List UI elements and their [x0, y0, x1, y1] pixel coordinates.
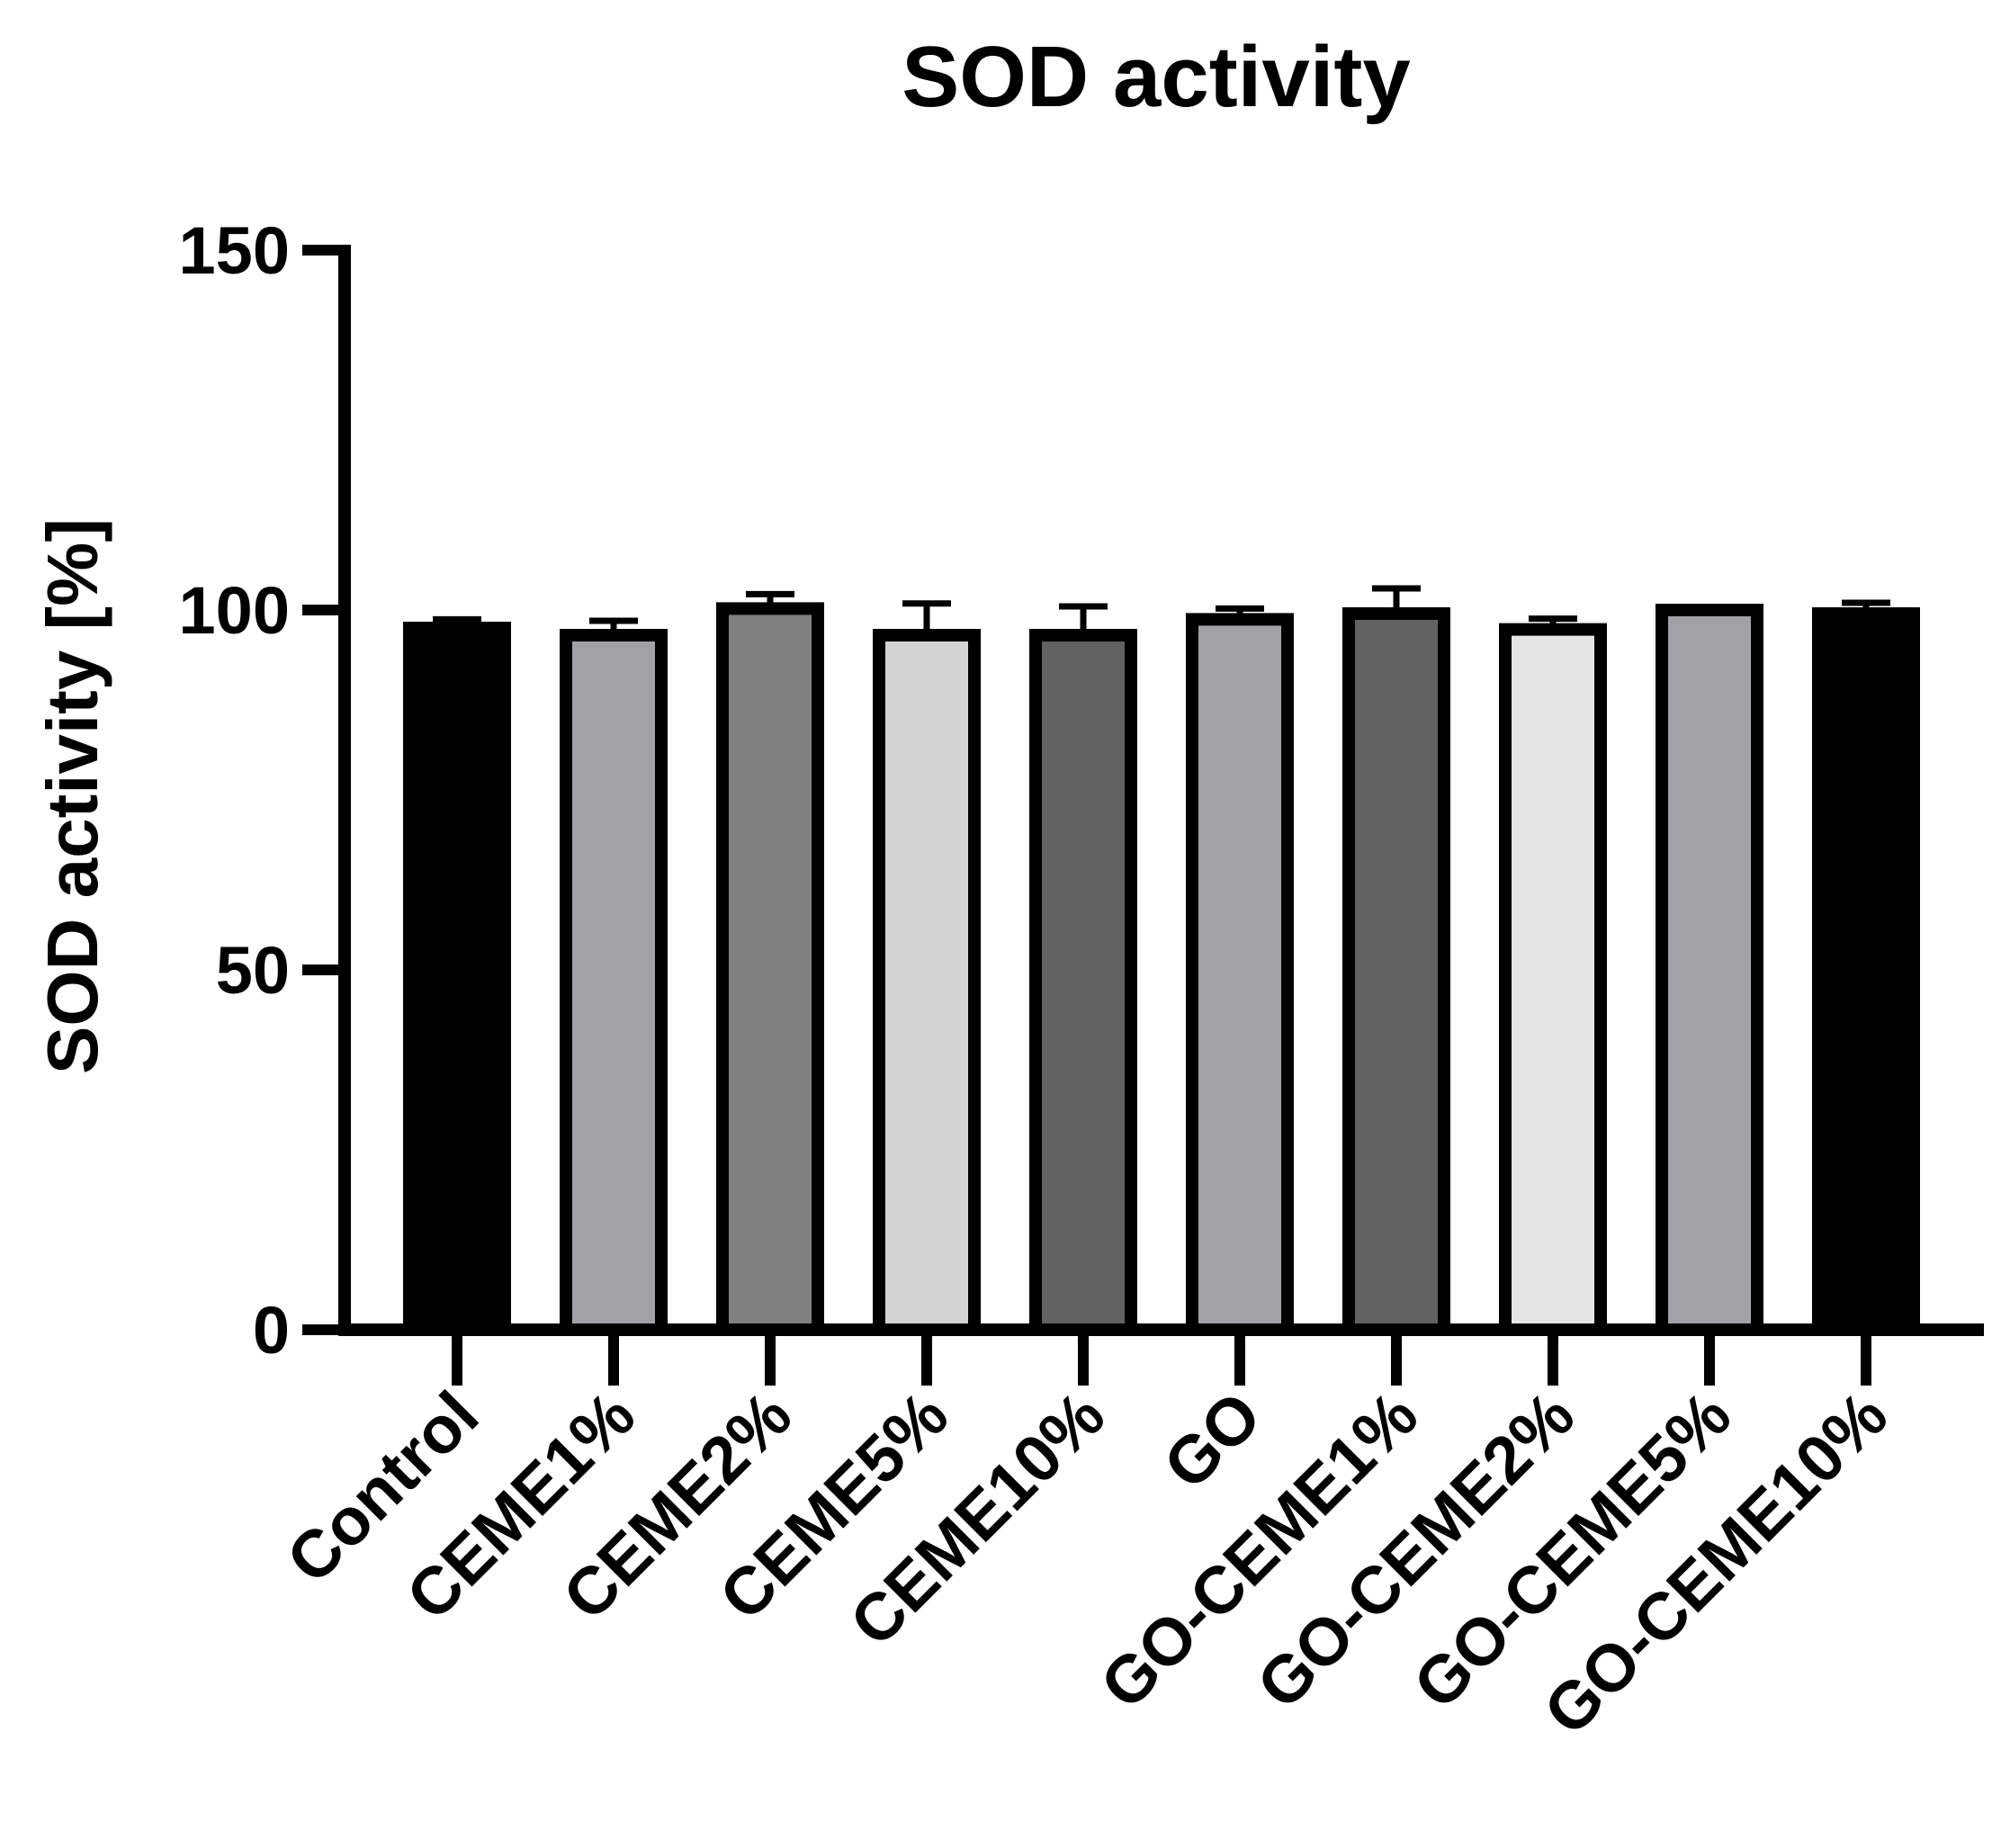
y-tick-label: 0 — [253, 1293, 290, 1368]
bar — [1812, 607, 1920, 1336]
bar — [1029, 629, 1137, 1336]
y-axis-ticks: 0 50 100 150 — [179, 213, 345, 1368]
y-tick-label: 50 — [216, 933, 290, 1008]
bar — [1342, 607, 1450, 1336]
y-axis-label: SOD activity [%] — [32, 518, 112, 1074]
y-tick-label: 100 — [179, 573, 290, 648]
bar — [560, 629, 668, 1336]
y-tick-label: 150 — [179, 213, 290, 288]
bar — [873, 629, 981, 1336]
x-axis-ticks — [452, 1330, 1871, 1386]
x-tick-label: GO — [1149, 1377, 1275, 1503]
bar — [1499, 623, 1607, 1336]
error-bars-group — [433, 585, 1890, 635]
chart-title: SOD activity — [902, 29, 1411, 125]
bar — [716, 602, 824, 1336]
bars-group — [403, 602, 1920, 1336]
bar — [403, 622, 511, 1336]
bar — [1656, 604, 1763, 1336]
bar — [1186, 613, 1294, 1336]
